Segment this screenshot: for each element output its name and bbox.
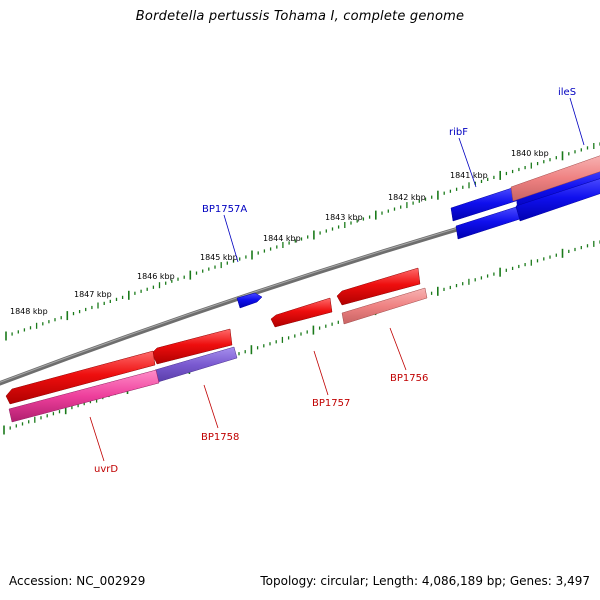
leader-BP1757 xyxy=(313,350,329,396)
inner-tick-ruler xyxy=(3,240,600,435)
gene-label-ribF[interactable]: ribF xyxy=(449,127,468,138)
outer-tick-ruler xyxy=(5,142,600,341)
gene-BP1758-arrow[interactable] xyxy=(151,328,233,365)
kbp-label-1847: 1847 kbp xyxy=(74,290,112,299)
kbp-label-1846: 1846 kbp xyxy=(137,272,175,281)
gene-label-BP1757A[interactable]: BP1757A xyxy=(202,204,247,215)
kbp-label-1841: 1841 kbp xyxy=(450,171,488,180)
accession-text: Accession: NC_002929 xyxy=(9,574,146,588)
leader-ileS xyxy=(569,97,585,146)
gene-forward-arrow-outer[interactable] xyxy=(515,178,600,222)
gene-BP1756-arrow[interactable] xyxy=(336,267,421,306)
leader-BP1756 xyxy=(389,327,407,371)
kbp-label-1848: 1848 kbp xyxy=(10,307,48,316)
gene-BP1756-band-light[interactable] xyxy=(341,287,428,325)
reverse-strand-genes xyxy=(5,267,428,423)
kbp-labels: 1848 kbp 1847 kbp 1846 kbp 1845 kbp 1844… xyxy=(10,149,549,316)
kbp-label-1844: 1844 kbp xyxy=(263,234,301,243)
kbp-label-1840: 1840 kbp xyxy=(511,149,549,158)
leader-BP1757A xyxy=(223,214,239,263)
gene-label-ileS[interactable]: ileS xyxy=(558,87,576,98)
gene-uvrD-arrow[interactable] xyxy=(5,350,156,405)
gene-label-BP1756[interactable]: BP1756 xyxy=(390,373,428,384)
gene-BP1757-arrow[interactable] xyxy=(270,297,333,328)
kbp-label-1843: 1843 kbp xyxy=(325,213,363,222)
forward-strand-genes xyxy=(236,166,600,309)
gene-BP1757A-arrow[interactable] xyxy=(236,292,263,309)
label-leaders xyxy=(89,97,585,462)
page-title: Bordetella pertussis Tohama I, complete … xyxy=(135,9,465,24)
leader-BP1758 xyxy=(203,384,219,429)
leader-ribF xyxy=(458,137,477,188)
gene-reverse-outer-light[interactable] xyxy=(510,155,600,202)
gene-label-uvrD[interactable]: uvrD xyxy=(94,464,118,475)
kbp-label-1845: 1845 kbp xyxy=(200,253,238,262)
gene-label-BP1758[interactable]: BP1758 xyxy=(201,432,239,443)
kbp-label-1842: 1842 kbp xyxy=(388,193,426,202)
genome-summary-text: Topology: circular; Length: 4,086,189 bp… xyxy=(260,574,590,588)
gene-labels: ileS ribF BP1757A BP1756 BP1757 BP1758 u… xyxy=(94,87,576,475)
gene-label-BP1757[interactable]: BP1757 xyxy=(312,398,350,409)
gene-uvrD-band-magenta[interactable] xyxy=(8,369,160,423)
leader-uvrD xyxy=(89,416,105,462)
